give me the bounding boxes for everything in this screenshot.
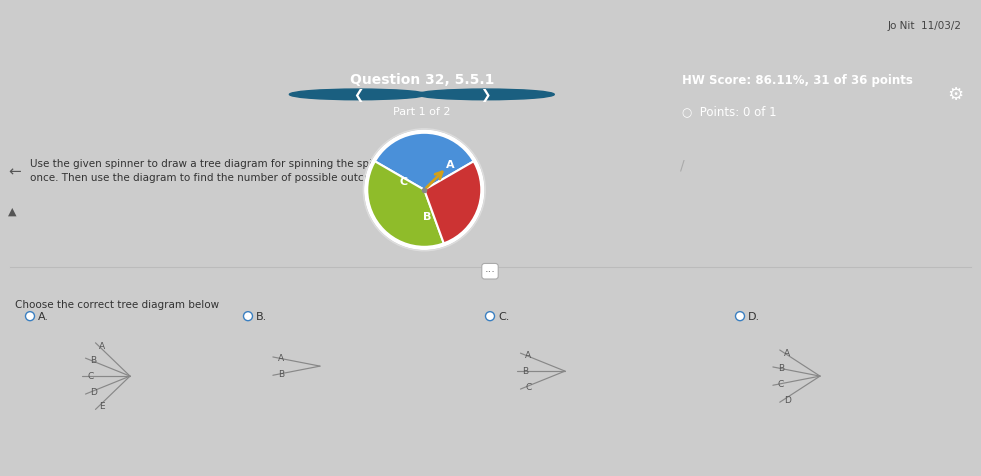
Text: B: B: [423, 211, 432, 221]
Text: Choose the correct tree diagram below: Choose the correct tree diagram below: [15, 299, 219, 309]
Circle shape: [736, 312, 745, 321]
Wedge shape: [366, 161, 444, 248]
Text: B.: B.: [256, 311, 267, 321]
Circle shape: [243, 312, 252, 321]
Text: A: A: [446, 159, 455, 169]
Text: ⚙: ⚙: [948, 86, 963, 104]
Text: Part 1 of 2: Part 1 of 2: [393, 107, 450, 117]
Text: A: A: [99, 342, 105, 350]
Text: ▲: ▲: [8, 206, 17, 216]
Text: D: D: [784, 395, 791, 404]
Wedge shape: [374, 132, 475, 190]
Text: C: C: [778, 379, 784, 388]
Text: C.: C.: [498, 311, 509, 321]
Circle shape: [289, 90, 427, 100]
Text: /: /: [680, 158, 685, 172]
Text: ❯: ❯: [481, 89, 490, 102]
Text: ···: ···: [485, 267, 495, 277]
Text: ←: ←: [8, 164, 21, 178]
Text: D: D: [90, 387, 97, 397]
Circle shape: [486, 312, 494, 321]
Text: B: B: [522, 367, 528, 375]
Text: B: B: [90, 355, 96, 364]
Text: HW Score: 86.11%, 31 of 36 points: HW Score: 86.11%, 31 of 36 points: [682, 73, 912, 87]
Text: C: C: [87, 371, 93, 380]
Text: Use the given spinner to draw a tree diagram for spinning the spinner: Use the given spinner to draw a tree dia…: [30, 158, 396, 168]
Circle shape: [417, 90, 554, 100]
Text: C: C: [400, 177, 408, 187]
Circle shape: [26, 312, 34, 321]
Text: A: A: [784, 348, 790, 357]
Text: ○  Points: 0 of 1: ○ Points: 0 of 1: [682, 106, 776, 119]
Text: Jo Nit  11/03/2: Jo Nit 11/03/2: [888, 21, 961, 30]
Text: A.: A.: [38, 311, 49, 321]
Text: A: A: [525, 350, 532, 359]
Text: once. Then use the diagram to find the number of possible outcomes.: once. Then use the diagram to find the n…: [30, 173, 395, 183]
Text: D.: D.: [748, 311, 760, 321]
Text: Question 32, 5.5.1: Question 32, 5.5.1: [349, 73, 494, 87]
Text: A: A: [278, 353, 284, 362]
Text: ❮: ❮: [353, 89, 363, 102]
Text: B: B: [778, 363, 784, 372]
Text: C: C: [525, 382, 532, 391]
Text: E: E: [99, 401, 105, 410]
Wedge shape: [425, 161, 483, 245]
Text: B: B: [278, 369, 284, 378]
